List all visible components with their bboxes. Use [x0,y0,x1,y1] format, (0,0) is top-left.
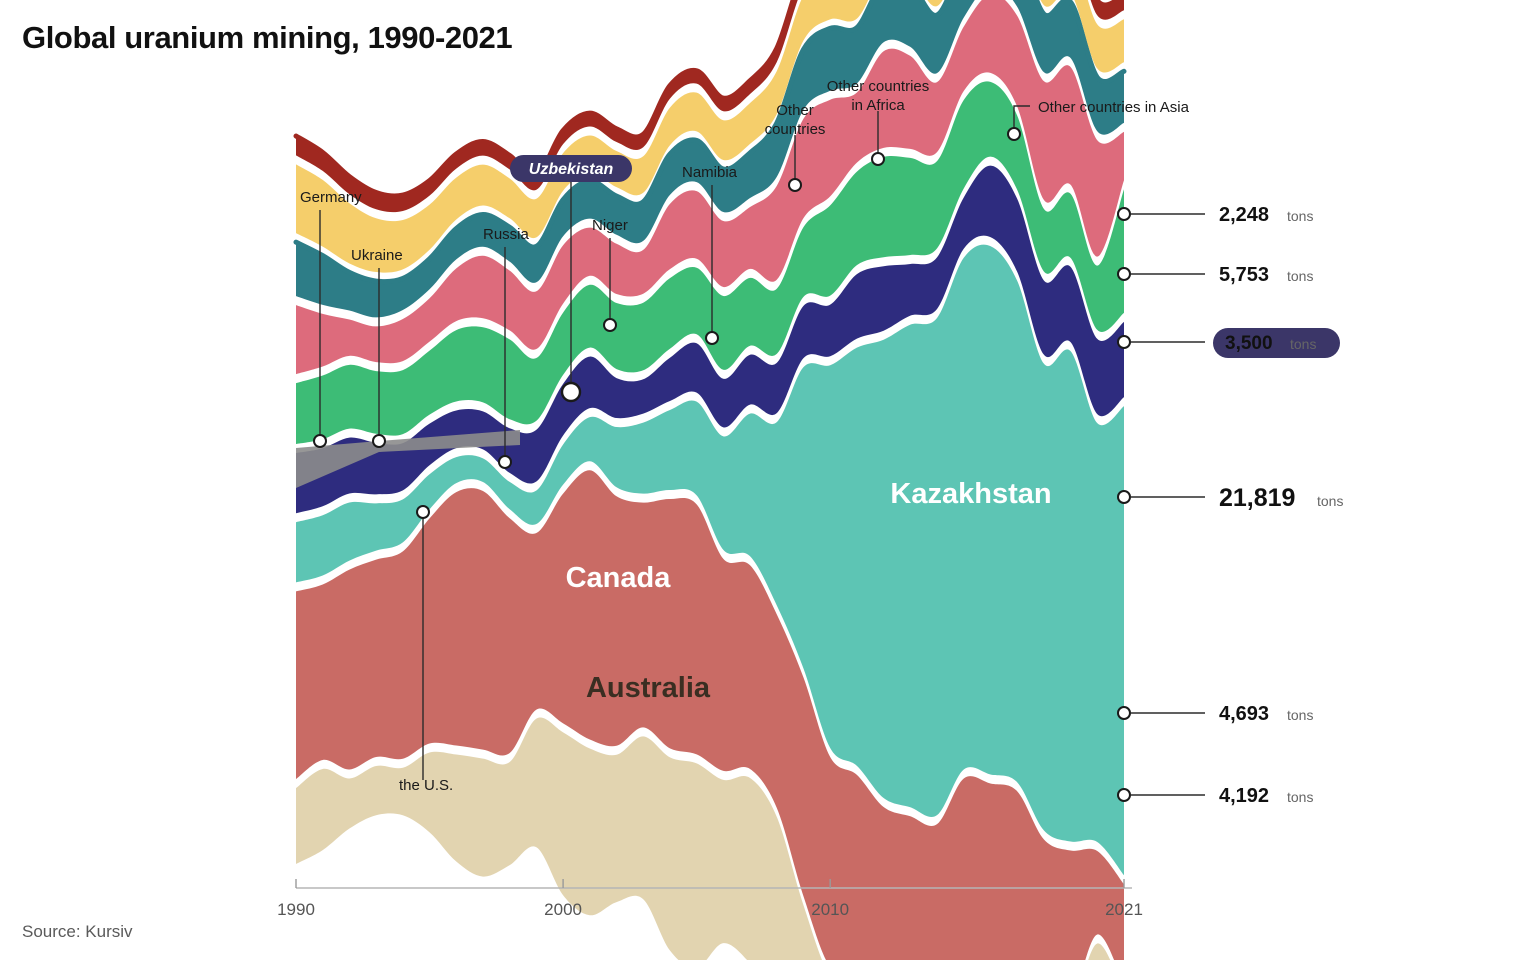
value-callout-kazakhstan-value: 21,819 [1219,484,1295,512]
value-callout-australia-dot[interactable] [1117,788,1131,802]
annotation-niger[interactable]: Niger [592,217,628,332]
annotation-germany-label: Germany [300,189,362,206]
annotation-other-africa-dot[interactable] [871,152,885,166]
annotation-germany[interactable]: Germany [300,189,362,448]
annotation-russia-label: Russia [483,226,530,243]
annotation-niger-dot[interactable] [603,318,617,332]
annotation-germany-dot[interactable] [313,434,327,448]
annotation-uzbekistan-label: Uzbekistan [529,161,614,178]
stream-band-australia [296,717,1111,960]
value-callout-uzbekistan-pill[interactable] [1213,328,1340,358]
value-callout-uzbekistan-value: 3,500 [1225,333,1273,354]
annotation-uzbekistan[interactable]: Uzbekistan [510,155,632,403]
x-axis: 1990 2000 2010 2021 [277,879,1143,919]
stream-edge-other-africa [293,0,1127,285]
annotation-other-countries-label: Other [776,102,814,119]
stream-band-canada [296,470,1124,960]
annotation-russia-dot[interactable] [498,455,512,469]
value-callout-namibia-dot[interactable] [1117,207,1131,221]
value-callout-australia[interactable]: 4,192 tons [1117,785,1313,807]
stream-band-other-countries [296,0,1124,213]
annotation-the-us-dot[interactable] [416,505,430,519]
stream-band-namibia [296,0,1124,375]
annotation-other-countries[interactable]: Other countries [765,102,826,192]
annotation-other-africa-label: in Africa [851,97,905,114]
annotation-other-asia-label: Other countries in Asia [1038,99,1190,116]
callout-annotations: Germany Ukraine Russia Uzbekistan Niger Namib… [300,78,1190,794]
value-callout-niger-dot[interactable] [1117,267,1131,281]
annotation-niger-label: Niger [592,217,628,234]
value-callout-canada-value: 4,693 [1219,703,1269,725]
annotation-other-asia-leader [1013,105,1030,134]
x-axis-tick-label-2000: 2000 [544,900,582,919]
stream-band-germany-ukraine [296,430,520,488]
value-callout-kazakhstan-unit: tons [1317,493,1343,509]
stream-inchart-labels: Kazakhstan Canada Australia [566,478,1052,704]
value-callout-namibia-unit: tons [1287,208,1313,224]
annotation-russia[interactable]: Russia [483,226,530,469]
value-callout-canada-dot[interactable] [1117,706,1131,720]
value-callout-canada-unit: tons [1287,707,1313,723]
stream-band-uzbekistan [296,165,1124,514]
value-callout-namibia-value: 2,248 [1219,204,1269,226]
x-axis-tick-label-2021: 2021 [1105,900,1143,919]
value-callout-niger-unit: tons [1287,268,1313,284]
stream-band-kazakhstan [296,244,1124,876]
value-callout-kazakhstan-dot[interactable] [1117,490,1131,504]
annotation-ukraine-dot[interactable] [372,434,386,448]
inchart-label-kazakhstan: Kazakhstan [890,478,1051,510]
source-note: Source: Kursiv [22,922,133,941]
annotation-namibia-label: Namibia [682,164,738,181]
annotation-other-africa-label: Other countries [827,78,930,95]
annotation-other-africa[interactable]: Other countries in Africa [827,78,930,166]
value-callout-australia-unit: tons [1287,789,1313,805]
value-callout-uzbekistan[interactable]: 3,500 tons [1117,328,1340,358]
annotation-other-countries-label: countries [765,121,826,138]
annotation-uzbekistan-pill[interactable] [510,155,632,182]
value-callout-niger[interactable]: 5,753 tons [1117,264,1313,286]
annotation-ukraine-label: Ukraine [351,247,403,264]
x-axis-tick-label-2010: 2010 [811,900,849,919]
page-title: Global uranium mining, 1990-2021 [22,20,513,55]
value-callout-uzbekistan-unit: tons [1290,336,1316,352]
annotation-ukraine[interactable]: Ukraine [351,247,403,448]
stream-edge-other-countries [293,0,1122,199]
stream-band-niger [296,81,1124,445]
value-callout-canada[interactable]: 4,693 tons [1117,703,1313,725]
stream-bands [293,0,1127,960]
inchart-label-australia: Australia [586,672,711,704]
value-callout-namibia[interactable]: 2,248 tons [1117,204,1313,226]
value-callout-niger-value: 5,753 [1219,264,1269,286]
annotation-the-us[interactable]: the U.S. [399,505,453,794]
annotation-namibia[interactable]: Namibia [682,164,738,345]
value-callout-australia-value: 4,192 [1219,785,1269,807]
annotation-other-countries-dot[interactable] [788,178,802,192]
stream-band-other-countries-in-asia [296,0,1124,273]
annotation-the-us-label: the U.S. [399,777,453,794]
inchart-label-canada: Canada [566,562,672,594]
annotation-uzbekistan-dot[interactable] [560,381,582,403]
value-callout-kazakhstan[interactable]: 21,819 tons [1117,484,1343,512]
x-axis-tick-label-1990: 1990 [277,900,315,919]
annotation-other-asia-dot[interactable] [1007,127,1021,141]
annotation-namibia-dot[interactable] [705,331,719,345]
value-callout-uzbekistan-dot[interactable] [1117,335,1131,349]
annotation-other-asia[interactable]: Other countries in Asia [1007,99,1190,141]
